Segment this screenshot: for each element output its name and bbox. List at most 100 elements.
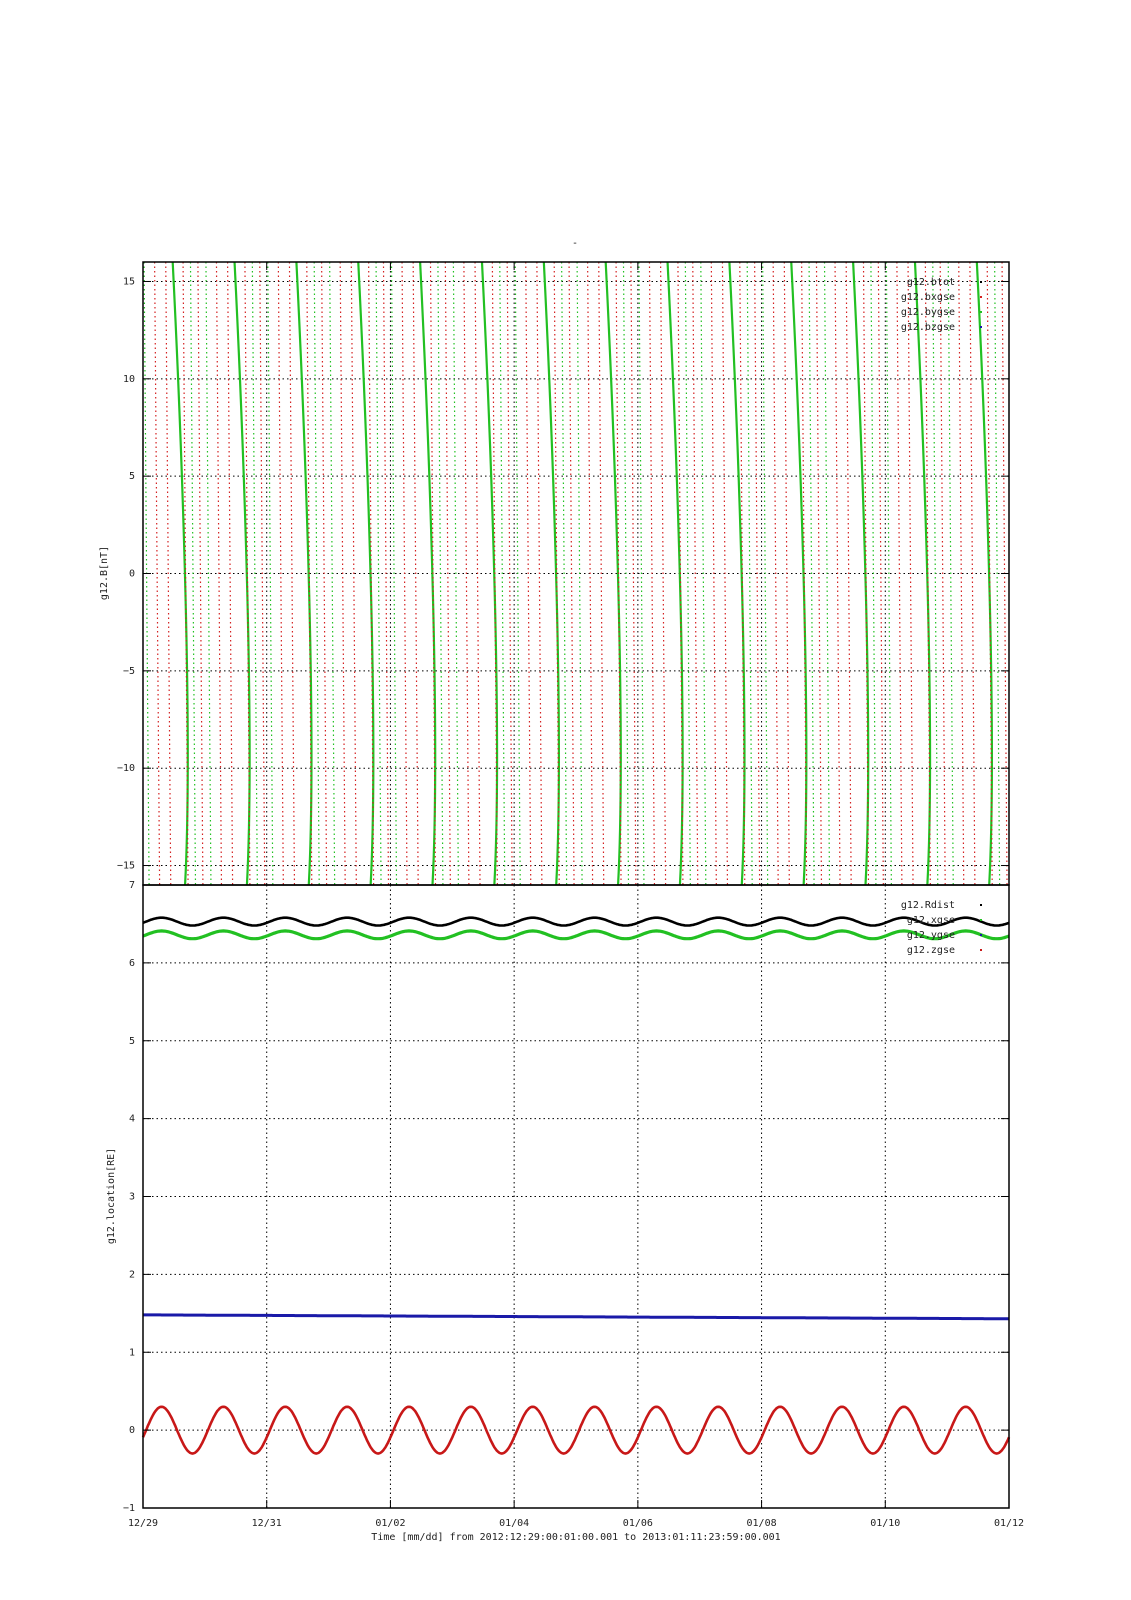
bxgse-trace (721, 261, 729, 886)
bxgse-trace (877, 261, 884, 886)
bxgse-trace (474, 261, 481, 886)
bygse-dotted-trace (700, 261, 707, 886)
bygse-trace (913, 261, 932, 886)
bxgse-trace (692, 261, 699, 886)
bygse-dotted-trace (885, 261, 892, 886)
bottom-legend-swatch (980, 919, 982, 921)
g12-ygse-trace (143, 1313, 1009, 1321)
bottom-legend-swatch (980, 949, 982, 951)
bxgse-trace (525, 261, 532, 886)
bxgse-trace (368, 261, 375, 886)
bxgse-trace (444, 261, 451, 886)
bxgse-trace (783, 261, 790, 886)
top-ytick-label: −10 (117, 763, 135, 774)
xtick-label: 01/02 (375, 1518, 405, 1529)
bygse-dotted-trace (638, 261, 645, 886)
bygse-dotted-trace (870, 261, 877, 886)
bottom-ytick-label: 7 (129, 880, 135, 891)
bxgse-trace (429, 261, 437, 886)
bxgse-trace (648, 261, 656, 886)
bygse-trace (171, 261, 189, 886)
bxgse-trace (801, 261, 808, 886)
bygse-trace (852, 261, 870, 886)
bxgse-trace (845, 261, 852, 886)
top-legend-label: g12.bxgse (901, 292, 955, 303)
bxgse-trace (259, 261, 266, 886)
bygse-dotted-trace (808, 261, 815, 886)
top-grid (143, 262, 1009, 885)
top-ytick-label: 5 (129, 471, 135, 482)
top-legend-label: g12.btot (907, 277, 955, 288)
xtick-label: 01/06 (623, 1518, 653, 1529)
bygse-dotted-trace (452, 261, 459, 886)
top-legend-swatch (980, 311, 982, 313)
top-legend-swatch (980, 281, 982, 283)
bygse-dotted-trace (622, 261, 630, 886)
bottom-legend-label: g12.zgse (907, 945, 955, 956)
top-legend-swatch (980, 326, 982, 328)
bygse-trace (604, 261, 622, 886)
bygse-dotted-trace (437, 261, 444, 886)
bxgse-trace (288, 261, 296, 886)
bygse-dotted-trace (499, 261, 506, 886)
bxgse-trace (536, 261, 543, 886)
bygse-trace (666, 261, 684, 886)
bygse-dotted-trace (514, 261, 521, 886)
bottom-legend-label: g12.ygse (907, 930, 955, 941)
bxgse-trace (986, 261, 993, 886)
bxgse-trace (739, 261, 746, 886)
top-tick-labels: −15 −10 −5 0 5 10 15 (117, 276, 1009, 872)
top-legend: g12.btot g12.bxgse g12.bygse g12.bzgse (901, 277, 982, 333)
bxgse-trace (306, 261, 313, 886)
xtick-label: 01/04 (499, 1518, 529, 1529)
bygse-trace (419, 261, 437, 886)
g12-zgse-trace (141, 1405, 1011, 1455)
bottom-grid (143, 885, 1009, 1508)
top-ytick-label: 10 (123, 374, 135, 385)
bxgse-trace (491, 261, 498, 886)
xtick-label: 01/08 (747, 1518, 777, 1529)
bygse-dotted-trace (823, 261, 831, 886)
bxgse-trace (896, 261, 903, 886)
bygse-dotted-trace (390, 261, 398, 886)
x-tick-labels: 12/29 12/31 01/02 01/04 01/06 01/08 01/10 01/12 (128, 262, 1024, 1529)
bygse-dotted-trace (313, 261, 320, 886)
bxgse-trace (659, 261, 667, 886)
bxgse-trace (958, 261, 965, 886)
bxgse-trace (710, 261, 717, 886)
bygse-dotted-trace (561, 261, 568, 886)
bxgse-trace (907, 261, 914, 886)
bxgse-trace (815, 261, 823, 886)
bygse-dotted-trace (329, 261, 336, 886)
top-ytick-label: −15 (117, 861, 135, 872)
bxgse-trace (277, 261, 284, 886)
bottom-legend-label: g12.Rdist (901, 900, 955, 911)
bxgse-trace (215, 261, 223, 886)
bxgse-trace (197, 261, 204, 886)
bxgse-trace (587, 261, 594, 886)
bxgse-trace (382, 261, 390, 886)
bygse-dotted-trace (205, 261, 212, 886)
bxgse-trace (598, 261, 605, 886)
bottom-ytick-label: −1 (123, 1503, 135, 1514)
bygse-dotted-trace (576, 261, 583, 886)
top-ytick-label: −5 (123, 666, 135, 677)
bygse-dotted-trace (251, 261, 258, 886)
bottom-legend-label: g12.xgse (907, 915, 955, 926)
xtick-label: 12/31 (252, 1518, 282, 1529)
bxgse-trace (772, 261, 779, 886)
bottom-ytick-label: 4 (129, 1114, 135, 1125)
bxgse-trace (939, 261, 946, 886)
bygse-dotted-trace (375, 261, 382, 886)
top-legend-label: g12.bzgse (901, 322, 955, 333)
bygse-trace (790, 261, 808, 886)
bxgse-trace (615, 261, 622, 886)
bygse-trace (728, 261, 746, 886)
top-series-layer (143, 261, 1008, 886)
top-legend-swatch (980, 296, 982, 298)
time-axis-label: Time [mm/dd] from 2012:12:29:00:01:00.00… (371, 1532, 780, 1543)
bxgse-trace (165, 261, 172, 886)
bxgse-trace (754, 261, 761, 886)
